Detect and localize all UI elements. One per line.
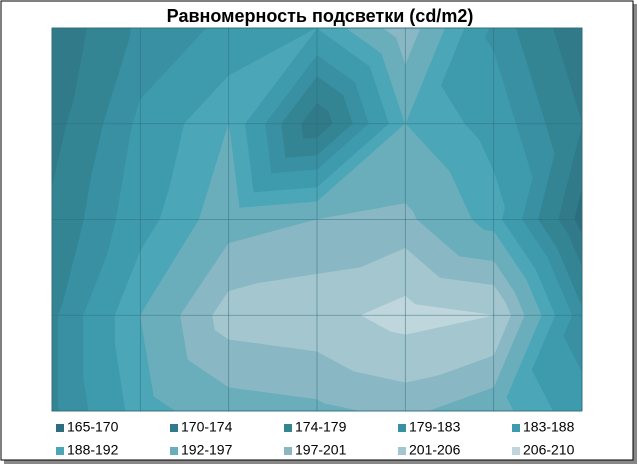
legend-label: 170-174: [181, 419, 233, 435]
legend-swatch: [512, 447, 520, 455]
plot-border: [51, 27, 583, 412]
legend: 165-170 170-174 174-179 179-183 183-188 188-1…: [56, 419, 575, 458]
legend-label: 206-210: [523, 442, 575, 458]
plot-area: [51, 27, 583, 412]
legend-label: 183-188: [523, 419, 575, 435]
legend-label: 188-192: [67, 442, 119, 458]
legend-swatch: [170, 424, 178, 432]
legend-swatch: [56, 424, 64, 432]
legend-swatch: [398, 424, 406, 432]
legend-swatch: [284, 424, 292, 432]
legend-swatch: [398, 447, 406, 455]
chart-title: Равномерность подсветки (cd/m2): [167, 6, 474, 26]
legend-swatch: [512, 424, 520, 432]
legend-label: 165-170: [67, 419, 119, 435]
legend-swatch: [284, 447, 292, 455]
contour-region: [51, 314, 59, 412]
legend-label: 197-201: [295, 442, 347, 458]
legend-label: 179-183: [409, 419, 461, 435]
legend-swatch: [170, 447, 178, 455]
legend-label: 174-179: [295, 419, 347, 435]
legend-label: 201-206: [409, 442, 461, 458]
legend-swatch: [56, 447, 64, 455]
legend-label: 192-197: [181, 442, 233, 458]
